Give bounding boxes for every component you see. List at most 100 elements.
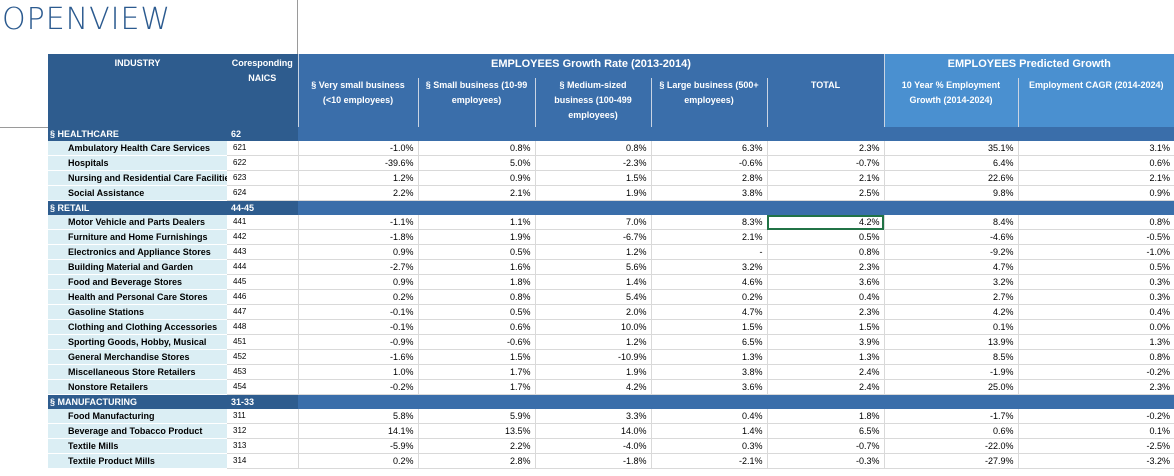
value-cell[interactable]: 0.8% — [1017, 215, 1174, 230]
value-cell[interactable]: 3.3% — [534, 409, 651, 424]
value-cell[interactable]: -4.6% — [883, 229, 1018, 245]
value-cell[interactable]: 8.3% — [650, 215, 767, 230]
value-cell[interactable]: 1.2% — [534, 334, 651, 350]
table-row[interactable]: Electronics and Appliance Stores 443 0.9% 0… — [48, 244, 1174, 260]
value-cell[interactable]: 3.2% — [883, 274, 1018, 290]
value-cell[interactable]: -0.2% — [297, 379, 418, 395]
value-cell[interactable]: 1.5% — [417, 349, 535, 365]
industry-cell[interactable]: Textile Product Mills — [48, 453, 227, 469]
naics-cell[interactable]: 448 — [227, 319, 298, 335]
value-cell[interactable]: 0.4% — [1017, 304, 1174, 320]
value-cell[interactable]: 2.1% — [650, 229, 767, 245]
section-name[interactable]: § HEALTHCARE — [48, 127, 227, 141]
value-cell[interactable]: 4.2% — [766, 215, 884, 230]
section-row[interactable]: § RETAIL 44-45 — [48, 200, 1174, 215]
naics-cell[interactable]: 622 — [227, 155, 298, 171]
value-cell[interactable]: 1.4% — [534, 274, 651, 290]
value-cell[interactable]: 35.1% — [883, 141, 1018, 156]
value-cell[interactable]: 0.0% — [1017, 319, 1174, 335]
industry-cell[interactable]: Social Assistance — [48, 185, 227, 201]
value-cell[interactable]: 2.7% — [883, 289, 1018, 305]
value-cell[interactable]: 1.9% — [417, 229, 535, 245]
value-cell[interactable]: 5.4% — [534, 289, 651, 305]
naics-cell[interactable]: 441 — [227, 215, 298, 230]
value-cell[interactable]: 4.7% — [650, 304, 767, 320]
value-cell[interactable]: 6.4% — [883, 155, 1018, 171]
value-cell[interactable]: 1.5% — [766, 319, 884, 335]
naics-cell[interactable]: 624 — [227, 185, 298, 201]
naics-cell[interactable]: 446 — [227, 289, 298, 305]
value-cell[interactable]: 1.9% — [534, 364, 651, 380]
table-row[interactable]: Beverage and Tobacco Product 312 14.1% 13.5… — [48, 423, 1174, 439]
table-row[interactable]: Textile Mills 313 -5.9% 2.2% -4.0% 0.3% -0.7% -… — [48, 438, 1174, 454]
value-cell[interactable]: 0.4% — [766, 289, 884, 305]
value-cell[interactable]: 2.3% — [1017, 379, 1174, 395]
value-cell[interactable]: 1.1% — [417, 215, 535, 230]
industry-cell[interactable]: Health and Personal Care Stores — [48, 289, 227, 305]
value-cell[interactable]: 13.5% — [417, 423, 535, 439]
value-cell[interactable]: 2.3% — [766, 259, 884, 275]
table-row[interactable]: Food and Beverage Stores 445 0.9% 1.8% 1.4% 4… — [48, 274, 1174, 290]
naics-cell[interactable]: 444 — [227, 259, 298, 275]
table-row[interactable]: Gasoline Stations 447 -0.1% 0.5% 2.0% 4.7% 2.3… — [48, 304, 1174, 320]
industry-cell[interactable]: Sporting Goods, Hobby, Musical — [48, 334, 227, 350]
value-cell[interactable]: 7.0% — [534, 215, 651, 230]
value-cell[interactable]: -5.9% — [297, 438, 418, 454]
table-row[interactable]: Hospitals 622 -39.6% 5.0% -2.3% -0.6% -0.7% 6.4… — [48, 155, 1174, 171]
value-cell[interactable]: 6.3% — [650, 141, 767, 156]
value-cell[interactable]: -0.6% — [417, 334, 535, 350]
naics-cell[interactable]: 314 — [227, 453, 298, 469]
value-cell[interactable]: -0.5% — [1017, 229, 1174, 245]
value-cell[interactable]: 0.2% — [650, 289, 767, 305]
value-cell[interactable]: -0.2% — [1017, 409, 1174, 424]
value-cell[interactable]: 8.4% — [883, 215, 1018, 230]
value-cell[interactable]: 0.5% — [1017, 259, 1174, 275]
value-cell[interactable]: 5.0% — [417, 155, 535, 171]
table-row[interactable]: Ambulatory Health Care Services 621 -1.0% 0… — [48, 141, 1174, 156]
value-cell[interactable]: -1.1% — [297, 215, 418, 230]
value-cell[interactable]: -27.9% — [883, 453, 1018, 469]
value-cell[interactable]: - — [650, 244, 767, 260]
value-cell[interactable]: 0.2% — [297, 453, 418, 469]
industry-cell[interactable]: Ambulatory Health Care Services — [48, 141, 227, 156]
value-cell[interactable]: -2.7% — [297, 259, 418, 275]
industry-cell[interactable]: Motor Vehicle and Parts Dealers — [48, 215, 227, 230]
value-cell[interactable]: 2.8% — [650, 170, 767, 186]
naics-cell[interactable]: 442 — [227, 229, 298, 245]
value-cell[interactable]: 14.0% — [534, 423, 651, 439]
section-fill[interactable] — [298, 127, 1174, 141]
industry-cell[interactable]: Nursing and Residential Care Facilities — [48, 170, 227, 186]
value-cell[interactable]: -2.1% — [650, 453, 767, 469]
value-cell[interactable]: 0.5% — [766, 229, 884, 245]
table-row[interactable]: Social Assistance 624 2.2% 2.1% 1.9% 3.8% 2.5%… — [48, 185, 1174, 201]
value-cell[interactable]: 0.9% — [297, 274, 418, 290]
value-cell[interactable]: 0.8% — [534, 141, 651, 156]
value-cell[interactable]: -10.9% — [534, 349, 651, 365]
section-row[interactable]: § MANUFACTURING 31-33 — [48, 394, 1174, 409]
value-cell[interactable]: 1.8% — [766, 409, 884, 424]
industry-cell[interactable]: Food and Beverage Stores — [48, 274, 227, 290]
table-row[interactable]: Building Material and Garden 444 -2.7% 1.6%… — [48, 259, 1174, 275]
section-naics[interactable]: 31-33 — [227, 394, 298, 409]
value-cell[interactable]: 3.6% — [766, 274, 884, 290]
value-cell[interactable]: 2.4% — [766, 379, 884, 395]
value-cell[interactable]: 0.8% — [1017, 349, 1174, 365]
value-cell[interactable]: -22.0% — [883, 438, 1018, 454]
value-cell[interactable]: 0.3% — [650, 438, 767, 454]
value-cell[interactable]: 3.8% — [650, 364, 767, 380]
value-cell[interactable]: -1.0% — [1017, 244, 1174, 260]
section-fill[interactable] — [298, 200, 1174, 215]
value-cell[interactable]: 0.8% — [417, 141, 535, 156]
naics-cell[interactable]: 443 — [227, 244, 298, 260]
table-row[interactable]: Food Manufacturing 311 5.8% 5.9% 3.3% 0.4% 1.8… — [48, 409, 1174, 424]
value-cell[interactable]: 25.0% — [883, 379, 1018, 395]
value-cell[interactable]: 0.9% — [417, 170, 535, 186]
value-cell[interactable]: 1.9% — [534, 185, 651, 201]
value-cell[interactable]: 1.5% — [534, 170, 651, 186]
value-cell[interactable]: 2.1% — [766, 170, 884, 186]
industry-cell[interactable]: Nonstore Retailers — [48, 379, 227, 395]
naics-cell[interactable]: 623 — [227, 170, 298, 186]
value-cell[interactable]: 4.7% — [883, 259, 1018, 275]
value-cell[interactable]: 3.6% — [650, 379, 767, 395]
section-name[interactable]: § MANUFACTURING — [48, 394, 227, 409]
